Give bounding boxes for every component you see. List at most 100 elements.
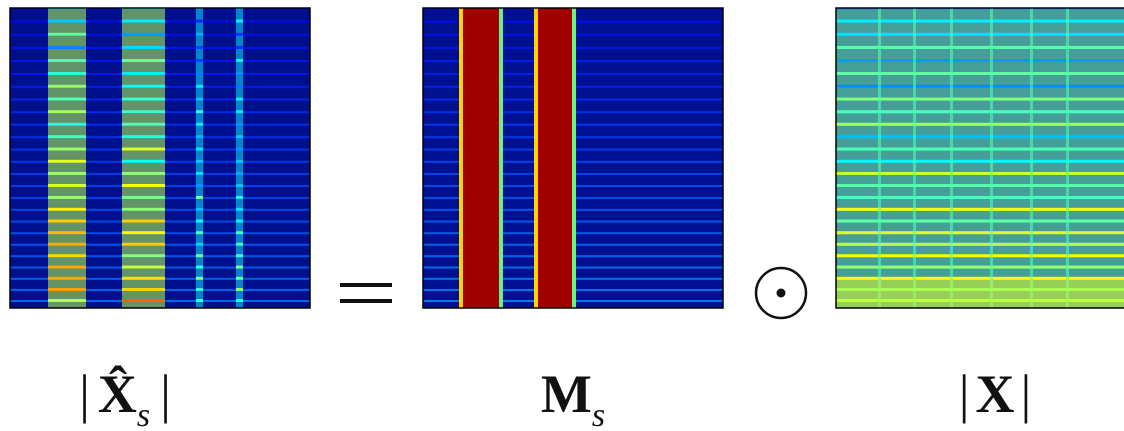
- texture: [836, 265, 1124, 269]
- texture: [48, 265, 86, 269]
- texture: [836, 184, 1124, 187]
- texture: [122, 184, 165, 187]
- texture: [48, 135, 86, 139]
- texture: [196, 147, 203, 151]
- texture: [122, 45, 165, 49]
- texture: [196, 59, 203, 62]
- texture: [122, 59, 165, 62]
- texture: [196, 254, 203, 258]
- texture: [122, 122, 165, 126]
- label-subscript: s: [137, 397, 150, 431]
- label-symbol: X̂: [98, 364, 137, 424]
- texture: [836, 147, 1124, 151]
- texture: [836, 254, 1124, 258]
- texture: [236, 45, 243, 49]
- texture: [196, 122, 203, 126]
- texture: [836, 171, 1124, 175]
- texture: [122, 231, 165, 235]
- texture: [196, 195, 203, 199]
- texture: [122, 32, 165, 36]
- texture: [459, 8, 463, 308]
- texture: [236, 97, 243, 101]
- texture: [236, 135, 243, 139]
- texture: [236, 207, 243, 211]
- label-symbol: X: [976, 364, 1015, 424]
- texture: [122, 171, 165, 175]
- texture: [196, 45, 203, 49]
- texture: [236, 195, 243, 199]
- texture: [48, 184, 86, 187]
- texture: [48, 254, 86, 258]
- texture: [48, 122, 86, 126]
- spectrogram-mask: [423, 8, 723, 308]
- texture: [836, 207, 1124, 211]
- texture: [122, 84, 165, 88]
- texture: [836, 71, 1124, 75]
- texture: [1030, 8, 1033, 308]
- texture: [990, 8, 993, 308]
- texture: [462, 8, 500, 308]
- texture: [122, 242, 165, 246]
- texture: [48, 195, 86, 199]
- texture: [122, 287, 165, 291]
- texture: [236, 299, 243, 302]
- texture: [236, 59, 243, 62]
- texture: [836, 45, 1124, 49]
- texture: [236, 159, 243, 163]
- texture: [48, 276, 86, 280]
- texture: [236, 276, 243, 280]
- texture: [236, 265, 243, 269]
- texture: [1066, 8, 1069, 308]
- texture: [236, 122, 243, 126]
- texture: [196, 184, 203, 187]
- texture: [196, 276, 203, 280]
- texture: [122, 97, 165, 101]
- texture: [48, 159, 86, 163]
- texture: [196, 19, 203, 23]
- texture: [499, 8, 503, 308]
- texture: [836, 195, 1124, 199]
- texture: [48, 59, 86, 62]
- texture: [122, 195, 165, 199]
- texture: [196, 207, 203, 211]
- spectrogram-estimate: [10, 8, 310, 308]
- texture: [196, 242, 203, 246]
- texture: [836, 276, 1124, 280]
- texture: [122, 110, 165, 114]
- panel-frame: [9, 7, 311, 309]
- texture: [48, 84, 86, 88]
- panel-frame: [835, 7, 1124, 309]
- label-left: |: [959, 364, 970, 424]
- texture: [572, 8, 576, 308]
- texture: [236, 219, 243, 223]
- texture: [236, 254, 243, 258]
- texture: [836, 19, 1124, 23]
- texture: [48, 97, 86, 101]
- texture: [122, 265, 165, 269]
- texture: [122, 8, 165, 308]
- texture: [236, 19, 243, 23]
- panel-frame: [422, 7, 724, 309]
- texture: [836, 122, 1124, 126]
- texture: [48, 219, 86, 223]
- texture: [48, 8, 86, 308]
- texture: [236, 287, 243, 291]
- texture: [48, 242, 86, 246]
- texture: [236, 110, 243, 114]
- texture: [122, 276, 165, 280]
- texture: [836, 32, 1124, 36]
- texture: [122, 254, 165, 258]
- texture: [196, 231, 203, 235]
- texture: [836, 135, 1124, 139]
- texture: [913, 8, 916, 308]
- texture: [196, 110, 203, 114]
- texture: [236, 184, 243, 187]
- texture: [196, 219, 203, 223]
- texture: [236, 84, 243, 88]
- texture: [236, 8, 243, 308]
- texture: [196, 71, 203, 75]
- texture: [48, 287, 86, 291]
- texture: [537, 8, 573, 308]
- texture: [48, 207, 86, 211]
